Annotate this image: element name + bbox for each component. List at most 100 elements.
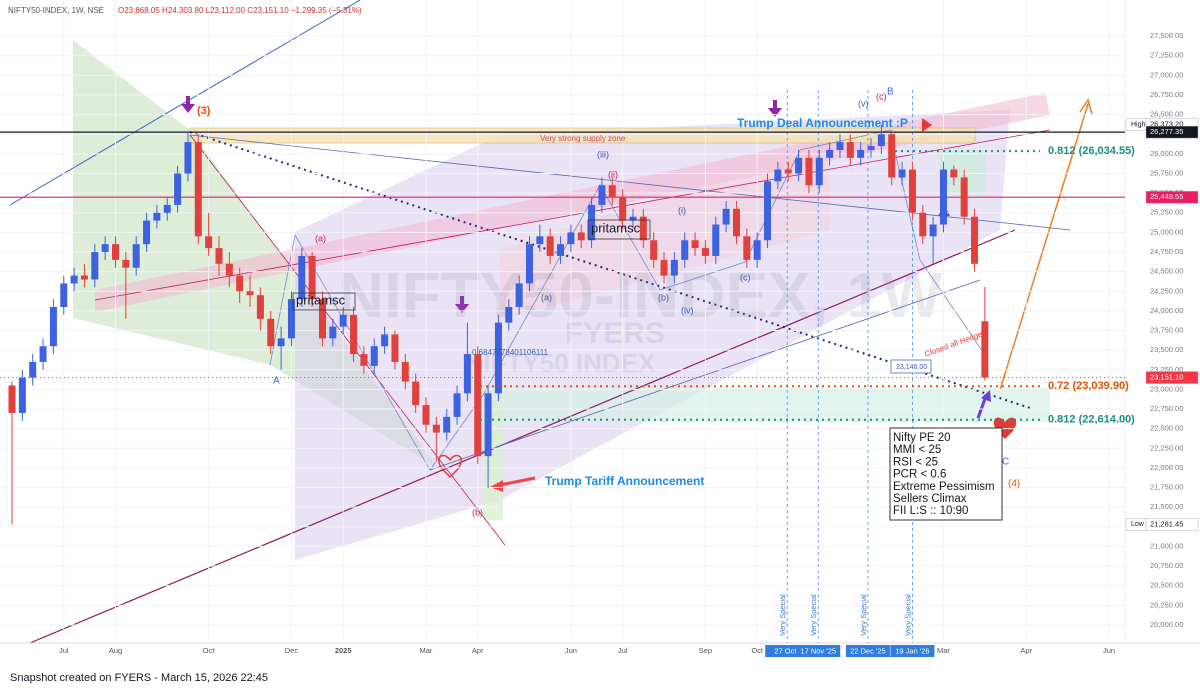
y-tick-label: 26,500.00 bbox=[1150, 110, 1183, 119]
candle-body bbox=[639, 216, 647, 241]
arrow bbox=[976, 395, 988, 419]
candle-body bbox=[598, 185, 606, 205]
candle-body bbox=[205, 236, 213, 249]
candle-body bbox=[18, 377, 26, 413]
x-tick-label: Apr bbox=[472, 646, 484, 655]
annotation: (iii) bbox=[597, 149, 609, 159]
y-tick-label: 20,750.00 bbox=[1150, 561, 1183, 570]
x-tick-label: Jul bbox=[618, 646, 628, 655]
candle-body bbox=[350, 314, 358, 355]
annotation: 0.6847578401106111 bbox=[472, 348, 549, 357]
chart-title: NIFTY50-INDEX, 1W, NSE bbox=[8, 6, 104, 15]
candle-body bbox=[8, 385, 16, 413]
candles-layer bbox=[8, 124, 989, 525]
y-tick-label: 21,000.00 bbox=[1150, 541, 1183, 550]
candle-body bbox=[681, 240, 689, 260]
price-tag-label: High bbox=[1131, 121, 1146, 128]
candle-body bbox=[712, 224, 720, 256]
y-tick-label: 24,500.00 bbox=[1150, 267, 1183, 276]
candle-body bbox=[784, 169, 792, 174]
info-line: FII L:S :: 10:90 bbox=[893, 505, 968, 517]
candle-body bbox=[567, 232, 575, 245]
y-tick-label: 20,250.00 bbox=[1150, 600, 1183, 609]
candle-body bbox=[939, 169, 947, 225]
date-label: 17 Nov '25 bbox=[800, 646, 836, 655]
candle-body bbox=[246, 291, 254, 296]
special-label: Very Special bbox=[903, 594, 912, 636]
candle-body bbox=[691, 240, 699, 249]
pink-zone bbox=[500, 140, 830, 320]
x-tick-label: Jun bbox=[1103, 646, 1115, 655]
candle-body bbox=[732, 208, 740, 237]
special-label: Very Special bbox=[809, 594, 818, 636]
trend-line bbox=[189, 134, 506, 546]
info-line: MMI < 25 bbox=[893, 444, 941, 456]
date-label: 22 Dec '25 bbox=[850, 646, 886, 655]
candle-body bbox=[743, 236, 751, 260]
candle-body bbox=[143, 220, 151, 245]
annotation: Trump Deal Announcement :P bbox=[737, 116, 908, 130]
y-tick-label: 25,250.00 bbox=[1150, 208, 1183, 217]
annotation: B bbox=[887, 87, 894, 98]
candle-body bbox=[339, 314, 347, 327]
candle-body bbox=[650, 240, 658, 260]
annotation: pritamsc bbox=[591, 220, 641, 235]
candle-body bbox=[877, 134, 885, 147]
x-tick-label: Mar bbox=[420, 646, 433, 655]
date-badge bbox=[845, 645, 890, 657]
candle-body bbox=[112, 244, 120, 260]
candle-body bbox=[888, 134, 896, 178]
candle-body bbox=[101, 244, 109, 253]
candle-body bbox=[463, 354, 471, 394]
annotation: (4) bbox=[1008, 479, 1020, 490]
annotation: (b) bbox=[472, 507, 483, 517]
y-tick-label: 27,250.00 bbox=[1150, 51, 1183, 60]
candle-body bbox=[960, 177, 968, 217]
candle-body bbox=[49, 306, 57, 347]
y-tick-label: 25,000.00 bbox=[1150, 227, 1183, 236]
label-box bbox=[890, 359, 932, 374]
candle-body bbox=[277, 338, 285, 347]
candle-body bbox=[515, 283, 523, 307]
level-label: 0.812 (22,614.00) bbox=[1048, 414, 1135, 426]
arrow bbox=[773, 100, 777, 110]
candle-body bbox=[557, 244, 565, 256]
candle-body bbox=[660, 259, 668, 276]
candle-body bbox=[753, 240, 761, 260]
candle-body bbox=[215, 248, 223, 264]
annotation: (i) bbox=[678, 205, 686, 215]
candle-body bbox=[629, 216, 637, 221]
price-badge bbox=[1145, 190, 1199, 204]
price-badge-label: 26,277.35 bbox=[1150, 127, 1183, 136]
x-tick-label: Mar bbox=[937, 646, 950, 655]
x-tick-label: 2025 bbox=[335, 646, 352, 655]
date-badge bbox=[890, 645, 935, 657]
info-line: PCR < 0.6 bbox=[893, 469, 946, 481]
candle-body bbox=[39, 346, 47, 362]
candle-body bbox=[391, 334, 399, 362]
label-box bbox=[292, 292, 356, 311]
candle-body bbox=[370, 346, 378, 366]
price-tag bbox=[1125, 518, 1147, 531]
annotation: pritamsc bbox=[296, 292, 346, 307]
candle-body bbox=[795, 157, 803, 174]
candle-body bbox=[608, 185, 616, 198]
candle-body bbox=[329, 326, 337, 339]
y-tick-label: 21,500.00 bbox=[1150, 502, 1183, 511]
candle-body bbox=[670, 259, 678, 276]
candle-body bbox=[774, 169, 782, 182]
candle-body bbox=[857, 149, 865, 158]
candle-body bbox=[619, 197, 627, 221]
candle-body bbox=[318, 299, 326, 339]
y-tick-label: 27,500.00 bbox=[1150, 31, 1183, 40]
demand-zone bbox=[480, 388, 1050, 422]
y-tick-label: 22,750.00 bbox=[1150, 404, 1183, 413]
candle-body bbox=[546, 236, 554, 256]
candle-body bbox=[764, 181, 772, 241]
candle-body bbox=[805, 157, 813, 186]
trend-line bbox=[29, 229, 1016, 644]
arrowhead bbox=[768, 108, 782, 117]
annotation: (a) bbox=[541, 292, 552, 302]
candle-body bbox=[225, 263, 233, 276]
candle-body bbox=[815, 157, 823, 186]
